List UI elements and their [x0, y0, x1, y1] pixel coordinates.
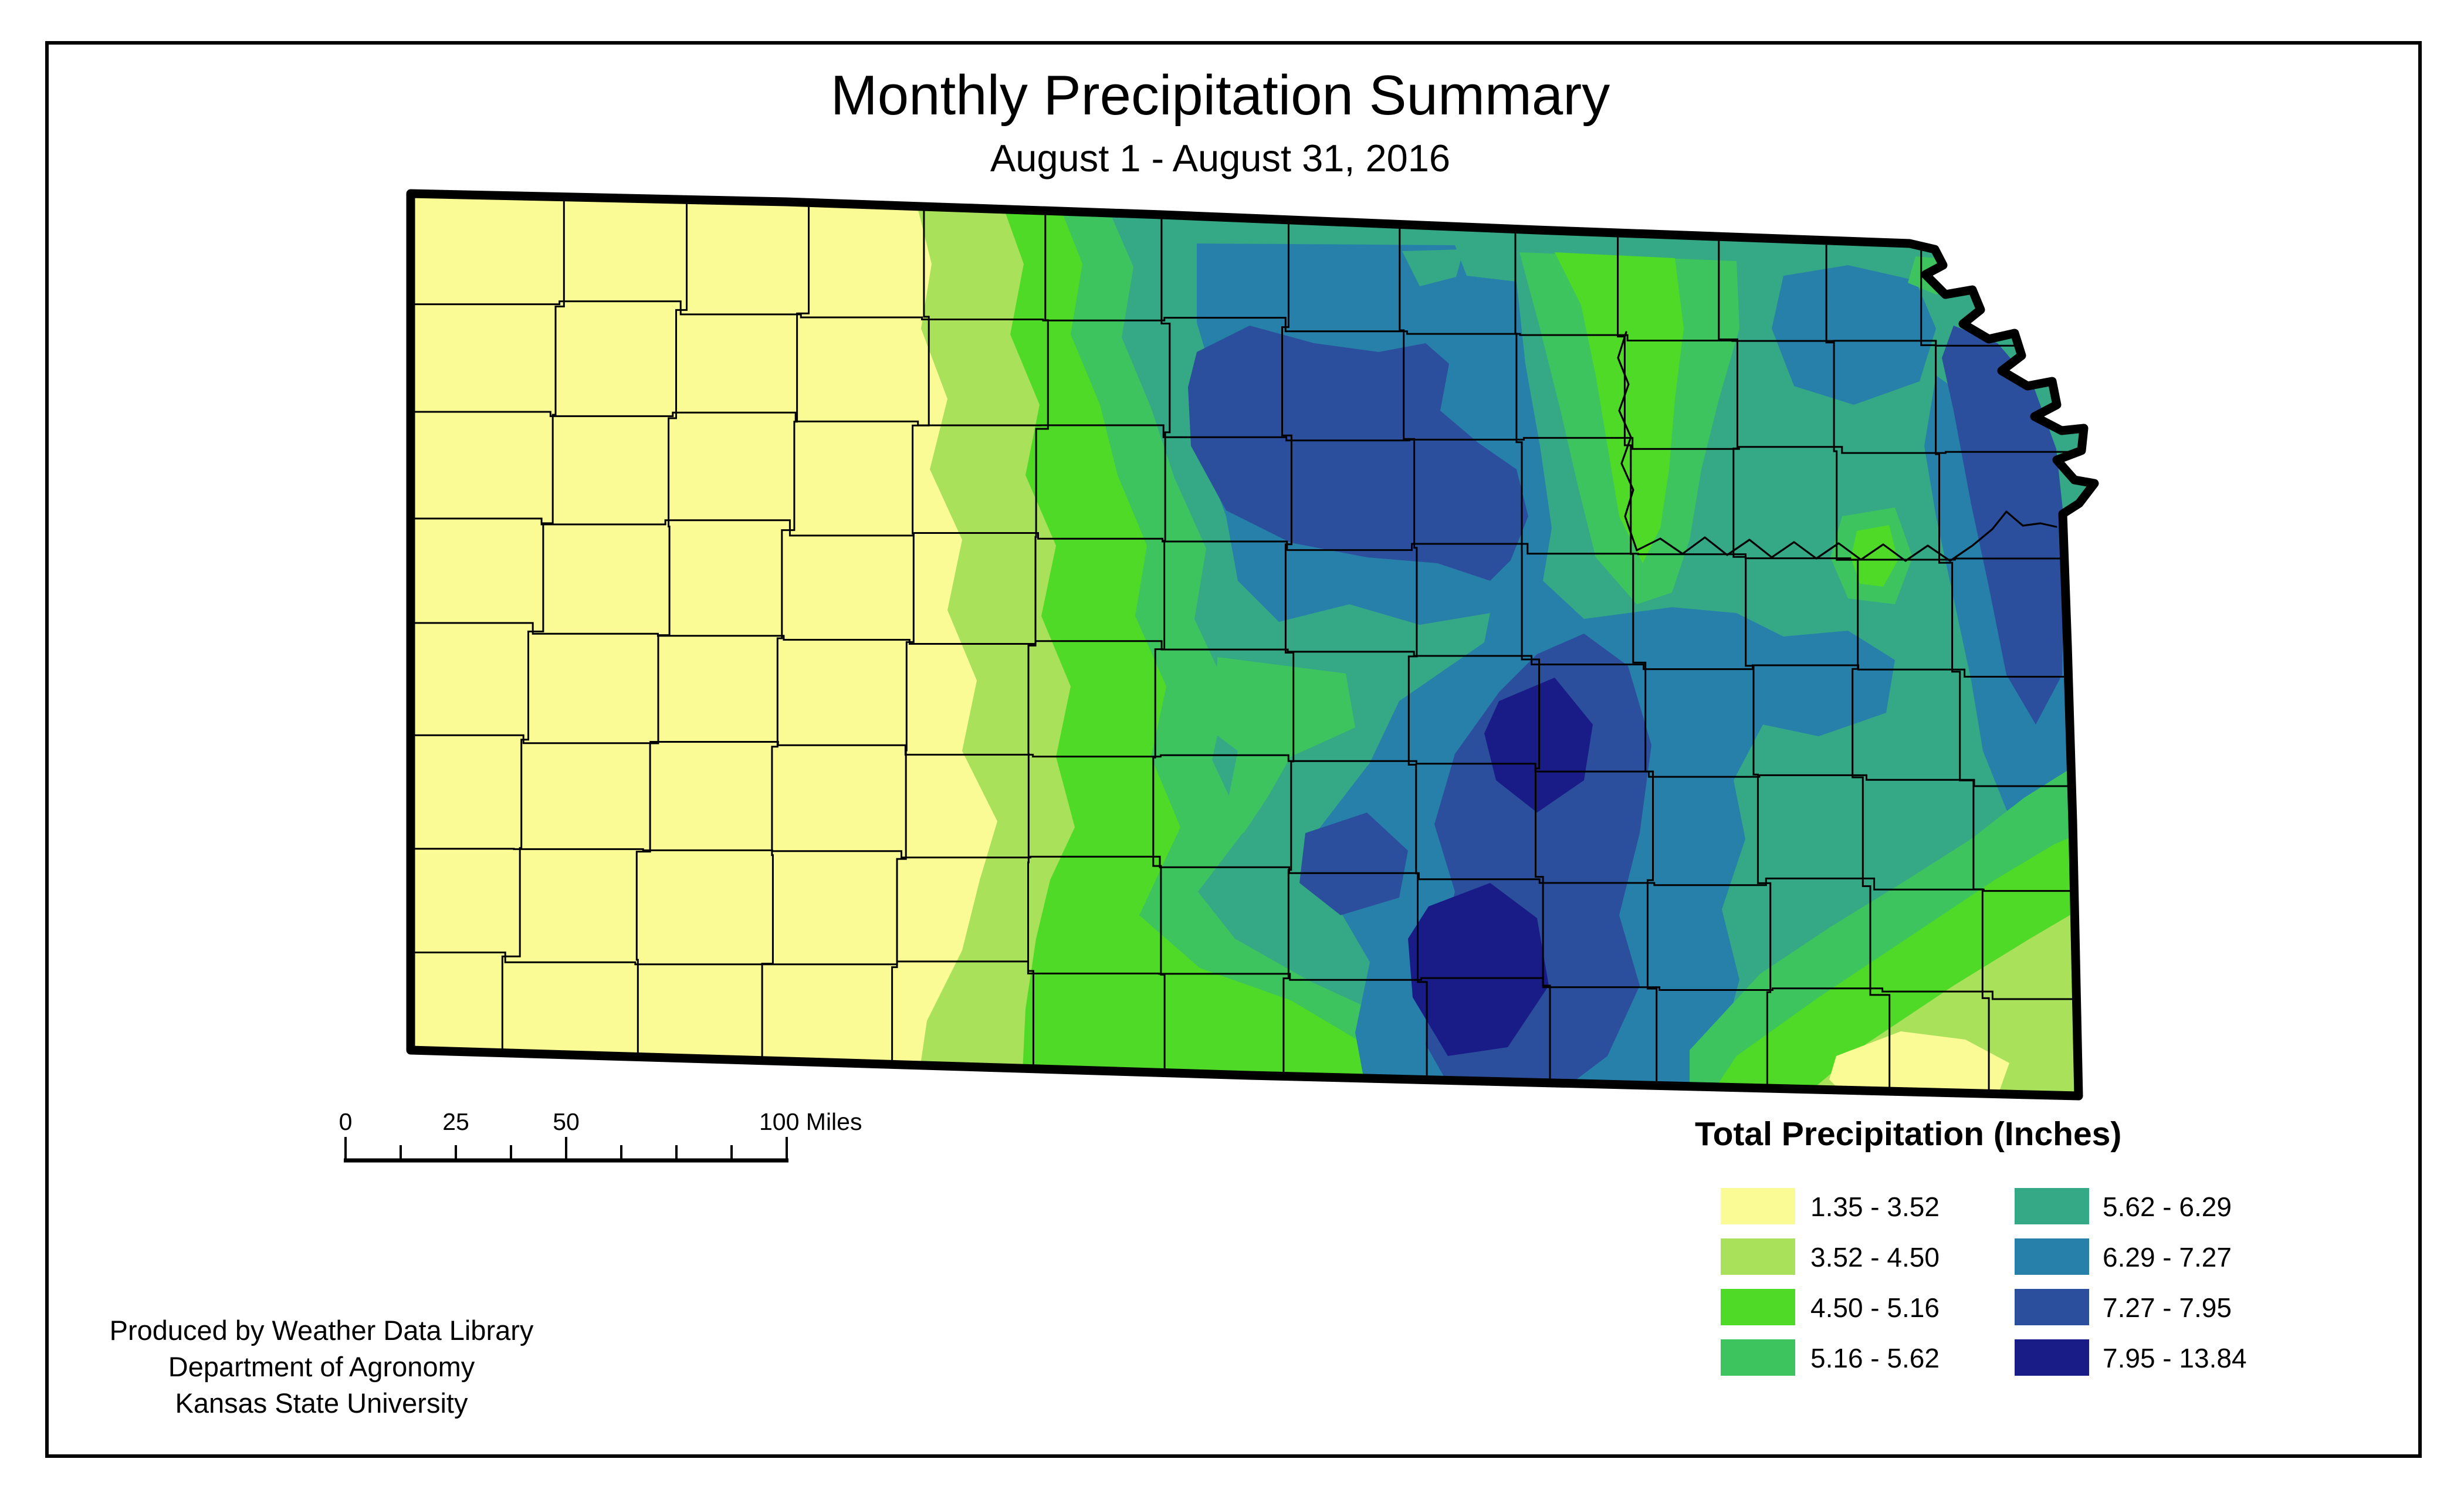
navy-core-lower [1408, 883, 1549, 1056]
state-outline [406, 189, 2099, 1101]
scale-bar: 0 25 50 100 Miles [339, 1108, 862, 1163]
legend-label-6: 6.29 - 7.27 [2103, 1242, 2232, 1272]
scale-bar-ticks [344, 1137, 788, 1160]
legend-swatch-3 [1721, 1289, 1795, 1325]
legend-label-2: 3.52 - 4.50 [1810, 1242, 1940, 1272]
darkblue-northcentral [1188, 326, 1528, 581]
credit-line-1: Produced by Weather Data Library [110, 1315, 534, 1346]
county-boundaries [411, 194, 2089, 1096]
legend-label-1: 1.35 - 3.52 [1810, 1192, 1940, 1222]
credit-line-3: Kansas State University [175, 1387, 468, 1419]
darkblue-kansascity [1942, 326, 2065, 725]
credits: Produced by Weather Data Library Departm… [110, 1315, 534, 1419]
legend-swatch-6 [2015, 1238, 2089, 1275]
legend-swatch-4 [1721, 1339, 1795, 1376]
legend-swatch-7 [2015, 1289, 2089, 1325]
legend-swatch-1 [1721, 1188, 1795, 1224]
se-yellow-blob [1829, 1031, 2009, 1096]
legend-label-8: 7.95 - 13.84 [2103, 1343, 2247, 1373]
green-prong-central [1214, 657, 1355, 833]
rivers [1617, 331, 2057, 562]
legend-label-7: 7.27 - 7.95 [2103, 1292, 2232, 1323]
legend-swatch-8 [2015, 1339, 2089, 1376]
legend-label-3: 4.50 - 5.16 [1810, 1292, 1940, 1323]
scale-label-50: 50 [553, 1108, 580, 1135]
legend-title: Total Precipitation (Inches) [1695, 1115, 2121, 1153]
page-title: Monthly Precipitation Summary [831, 64, 1610, 127]
scale-label-0: 0 [339, 1108, 353, 1135]
legend-label-5: 5.62 - 6.29 [2103, 1192, 2232, 1222]
legend-swatch-5 [2015, 1188, 2089, 1224]
republican-river [1617, 331, 1638, 551]
darkblue-west-lobe [1299, 813, 1408, 915]
credit-line-2: Department of Agronomy [168, 1351, 475, 1382]
legend: Total Precipitation (Inches) 1.35 - 3.52… [1695, 1115, 2247, 1376]
kansas-river [1636, 510, 2057, 562]
teal-notch [1402, 249, 1464, 286]
blue-region-northeast [1772, 265, 1936, 405]
page-subtitle: August 1 - August 31, 2016 [990, 137, 1450, 180]
green-tongue-core [1555, 252, 1684, 563]
scale-label-25: 25 [442, 1108, 469, 1135]
precipitation-surface [411, 194, 2094, 1096]
legend-label-4: 5.16 - 5.62 [1810, 1343, 1940, 1373]
outer-frame [45, 41, 2422, 1458]
legend-swatch-2 [1721, 1238, 1795, 1275]
green-patch-east-core [1851, 525, 1898, 587]
scale-label-100: 100 Miles [759, 1108, 862, 1135]
